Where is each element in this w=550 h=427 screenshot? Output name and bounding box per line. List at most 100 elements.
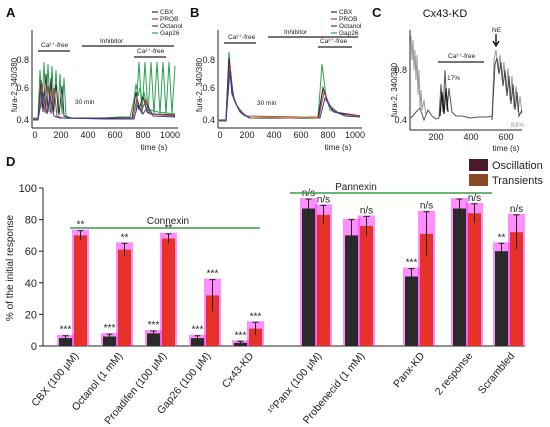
panel-c-title: Cx43-KD (423, 8, 468, 20)
y-tick-label: 0 (31, 341, 37, 353)
panel-b-ylabel: fura-2, 340/380 (195, 57, 204, 112)
bar-transients (206, 295, 219, 346)
panel-a-xtick: 200 (53, 130, 68, 140)
y-tick-label: 20 (25, 309, 37, 321)
x-category-label: Scrambled (476, 350, 518, 396)
bar-oscillation-significance: *** (60, 325, 72, 336)
bar-oscillation (147, 333, 160, 346)
bar-transients (317, 214, 330, 346)
panel-a-ca-free-label: Ca²⁺-free (41, 42, 69, 49)
panel-c-xlabel: time (s) (493, 144, 520, 153)
panel-c-letter: C (372, 5, 382, 20)
panel-c-ytick: 0.8 (394, 65, 407, 75)
chart-bars: ***************************n/sn/sn/s***n… (57, 188, 525, 346)
bar-transients (74, 235, 87, 346)
panel-a-letter: A (6, 5, 16, 20)
bar-oscillation (495, 251, 508, 346)
legend-octanol: Octanol (339, 23, 362, 30)
bar-transients-significance: *** (207, 269, 219, 280)
panel-b-xtick: 800 (320, 130, 335, 140)
panel-b-xtick: 200 (239, 130, 254, 140)
panel-b-legend: CBX PROB Octanol Gap26 (331, 9, 362, 37)
bar-oscillation-significance: *** (148, 320, 160, 331)
bar-transients (249, 328, 262, 346)
panel-b-xtick: 600 (293, 130, 308, 140)
panel-a: A fura-2, 340/380 0.4 0.6 0.8 0 200 400 … (6, 5, 183, 152)
bar-transients (360, 225, 373, 346)
panel-c-pct-gray: 17% (447, 75, 460, 82)
bar-oscillation (103, 336, 116, 346)
panel-a-trace-prob (33, 83, 176, 120)
panel-b-ytick: 0.6 (202, 83, 215, 93)
panel-c-trace-light-start (410, 35, 427, 117)
panel-c-trace-gray-ne (491, 57, 523, 121)
panel-c: C Cx43-KD fura-2, 340/380 0.4 0.8 200 40… (372, 5, 524, 153)
panel-d: D % of the initial response 0 20 40 60 80 100… (5, 154, 543, 427)
bar-transients (118, 249, 131, 346)
panel-b-time-marker: 30 min (257, 100, 277, 107)
bar-oscillation-significance: *** (406, 258, 418, 269)
legend-swatch-transients (469, 174, 488, 186)
panel-c-xtick: 200 (428, 132, 443, 142)
panel-a-legend: CBX PROB Octanol Gap26 (152, 9, 183, 37)
bar-transients-significance: n/s (510, 204, 523, 215)
panel-a-inhibitor-label: Inhibitor (100, 38, 124, 45)
bar-oscillation-significance: *** (104, 323, 116, 334)
panel-a-ytick: 0.8 (16, 55, 29, 65)
legend-cbx: CBX (160, 9, 174, 16)
panel-b-ytick: 0.4 (202, 115, 215, 125)
legend-gap26: Gap26 (339, 30, 359, 37)
bar-transients-significance: ** (121, 232, 129, 243)
legend-octanol: Octanol (160, 23, 183, 30)
legend-label-oscillation: Oscillation (492, 160, 543, 172)
panel-a-xtick: 0 (32, 130, 37, 140)
panel-b-xtick: 0 (217, 130, 222, 140)
bar-oscillation-significance: *** (235, 330, 247, 341)
bar-oscillation (345, 235, 358, 346)
chart-legend: Oscillation Transients (469, 159, 543, 187)
bar-transients-significance: n/s (420, 201, 433, 212)
panel-b-inhibitor-label: Inhibitor (284, 29, 308, 36)
bar-oscillation (59, 338, 72, 346)
panel-b-ytick: 0.8 (202, 55, 215, 65)
bar-transients-significance: n/s (468, 193, 481, 204)
panel-b-ca-free-label-2: Ca²⁺-free (320, 38, 348, 45)
panel-b-letter: B (190, 5, 199, 20)
bar-transients (510, 232, 523, 346)
chart-x-labels: CBX (100 μM)Octanol (1 mM)Proadifen (100… (29, 350, 517, 427)
panel-c-ca-free-label: Ca²⁺-free (448, 53, 476, 60)
bar-oscillation-significance: ** (498, 232, 506, 243)
bar-transients (162, 238, 175, 346)
legend-cbx: CBX (339, 9, 353, 16)
bar-oscillation (191, 338, 204, 346)
panel-a-xtick: 400 (80, 130, 95, 140)
y-tick-label: 80 (25, 215, 37, 227)
panel-a-time-marker: 30 min (75, 99, 95, 106)
bar-oscillation (302, 208, 315, 346)
panel-b-xlabel: time (s) (325, 143, 352, 152)
group-label-pannexin: Pannexin (335, 182, 377, 193)
y-tick-label: 40 (25, 278, 37, 290)
bar-transients (420, 233, 433, 346)
panel-c-ne-arrow (492, 34, 500, 48)
panel-a-trace-gap26-osc (135, 61, 176, 115)
panel-c-xtick: 400 (463, 132, 478, 142)
panel-b-trace-baseline (249, 116, 319, 119)
panel-b-ca-free-label: Ca²⁺-free (228, 34, 256, 41)
chart-y-ticks: 0 20 40 60 80 100 (19, 183, 43, 353)
legend-label-transients: Transients (492, 175, 543, 187)
panel-a-ytick: 0.6 (16, 83, 29, 93)
bar-transients-significance: n/s (360, 205, 373, 216)
panel-c-trace-gray (410, 69, 493, 122)
panel-b-trace-octanol (219, 69, 361, 122)
bar-oscillation (453, 208, 466, 346)
bar-oscillation-significance: *** (192, 325, 204, 336)
panel-c-xtick: 600 (498, 132, 513, 142)
legend-gap26: Gap26 (160, 30, 180, 37)
bar-transients-significance: n/s (317, 194, 330, 205)
y-tick-label: 100 (19, 183, 37, 195)
panel-c-ne-label: NE (492, 27, 502, 34)
panel-a-xtick: 600 (107, 130, 122, 140)
panel-a-xtick: 800 (135, 130, 150, 140)
